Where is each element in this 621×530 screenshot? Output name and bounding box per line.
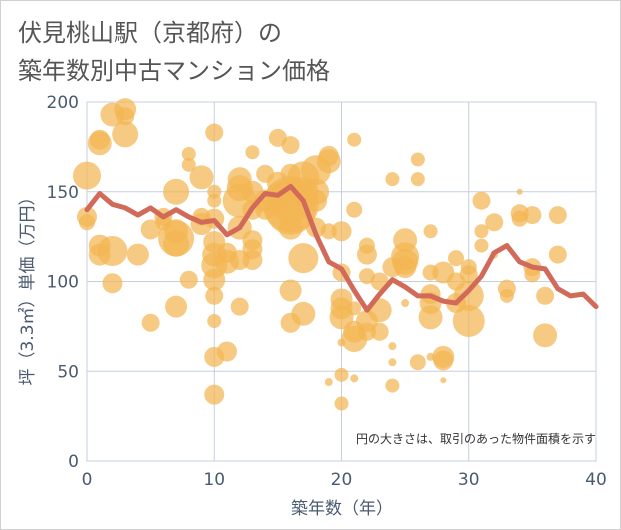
bubble (242, 249, 263, 270)
bubble (163, 178, 190, 205)
bubble (452, 304, 485, 337)
bubble (79, 214, 95, 231)
bubble (334, 367, 349, 382)
bubble (410, 152, 425, 167)
bubble (245, 145, 260, 160)
bubble (474, 224, 489, 239)
bubble (394, 256, 417, 279)
bubble (516, 188, 523, 195)
bubble (523, 206, 542, 225)
bubble (388, 358, 397, 367)
x-tick-label: 20 (331, 470, 353, 490)
y-tick-label: 100 (47, 273, 79, 293)
bubble (331, 221, 352, 242)
bubble (347, 132, 362, 147)
bubble (548, 245, 567, 264)
bubble (279, 279, 302, 302)
x-tick-label: 0 (82, 470, 93, 490)
bubble (291, 301, 316, 326)
bubble (181, 147, 196, 162)
bubble (533, 323, 558, 348)
bubble (453, 280, 484, 311)
bubble (410, 172, 425, 187)
bubble (288, 243, 319, 274)
x-tick-label: 10 (203, 470, 225, 490)
bubble (524, 266, 541, 283)
bubble (324, 378, 333, 387)
bubble (536, 286, 555, 305)
bubble (448, 250, 465, 267)
bubble (163, 230, 190, 257)
bubble (499, 288, 514, 303)
bubble (385, 378, 400, 393)
bubble (116, 107, 135, 126)
bubble (388, 342, 397, 351)
bubble (204, 384, 225, 405)
bubble (548, 206, 567, 225)
x-tick-label: 40 (585, 470, 607, 490)
bubble (418, 305, 443, 330)
bubble (474, 238, 489, 253)
bubble (423, 224, 438, 239)
bubble (472, 191, 491, 210)
x-axis-label: 築年数（年） (291, 499, 393, 519)
bubble (203, 268, 226, 291)
bubble (346, 201, 363, 218)
bubble (165, 295, 188, 318)
bubble (102, 273, 123, 294)
bubble (97, 235, 128, 266)
title-line-2: 築年数別中古マンション価格 (18, 57, 330, 85)
bubble (216, 341, 237, 362)
bubble (305, 189, 328, 212)
bubble (385, 172, 400, 187)
bubble (281, 136, 300, 155)
bubble (230, 297, 249, 316)
y-tick-label: 50 (57, 362, 79, 382)
size-annotation: 円の大きさは、取引のあった物件面積を示す (356, 431, 596, 446)
bubble (278, 215, 303, 240)
tick-labels: 0 10 20 30 40 0 50 100 150 200 (47, 93, 607, 490)
bubble (334, 396, 349, 411)
bubble (189, 165, 214, 190)
bubble (140, 219, 161, 240)
y-tick-label: 150 (47, 183, 79, 203)
bubble (440, 377, 447, 384)
bubble (112, 121, 139, 148)
bubble (179, 270, 198, 289)
bubble (181, 157, 196, 172)
page-title: 伏見桃山駅（京都府）の 築年数別中古マンション価格 (18, 14, 330, 90)
bubble (87, 131, 112, 156)
bubble (350, 374, 359, 383)
bubble (347, 301, 362, 316)
bubble (207, 193, 222, 208)
bubble (205, 123, 224, 142)
x-tick-label: 30 (458, 470, 480, 490)
bubble (485, 213, 504, 232)
bubble (370, 322, 389, 341)
bubble (316, 149, 341, 174)
bubble (141, 313, 160, 332)
trend-line (84, 183, 599, 313)
bubble (459, 265, 478, 284)
y-tick-label: 200 (47, 93, 79, 113)
bubble (126, 243, 149, 266)
bubble-layer (73, 98, 567, 411)
bubble (73, 161, 101, 190)
bubble (357, 322, 376, 341)
bubble (207, 313, 222, 328)
y-tick-label: 0 (68, 452, 79, 472)
title-line-1: 伏見桃山駅（京都府）の (18, 19, 282, 47)
bubble (409, 354, 426, 371)
bubble (205, 286, 224, 305)
bubble (356, 244, 377, 265)
y-axis-label: 坪（3.3㎡）単価（万円） (18, 188, 38, 385)
bubble (433, 350, 454, 371)
bubble (401, 299, 410, 308)
